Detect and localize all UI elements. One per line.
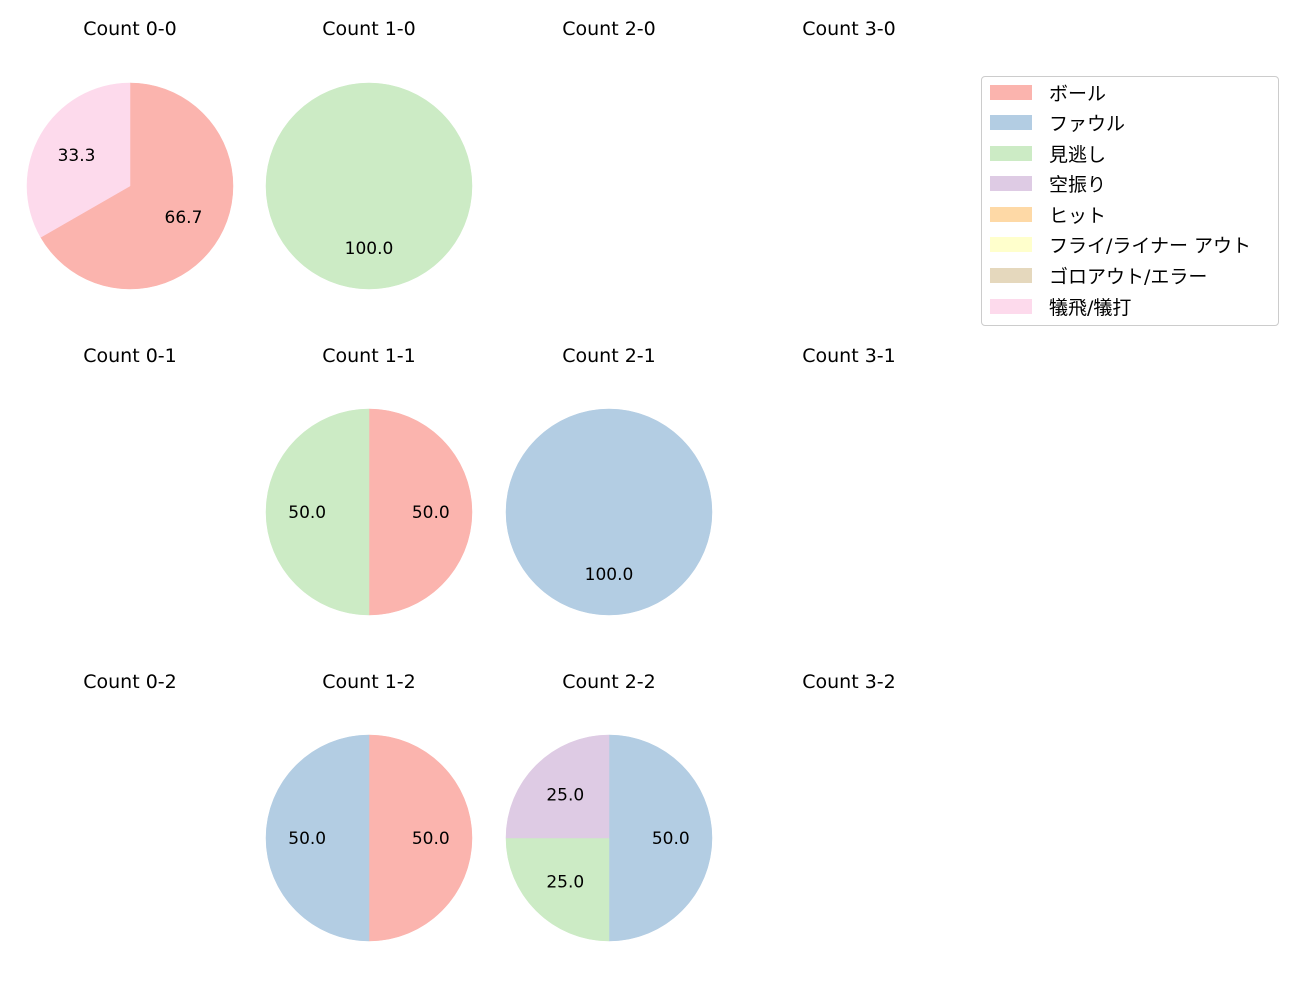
subplot-title: Count 1-0	[322, 18, 416, 40]
subplot-title: Count 2-1	[562, 345, 656, 367]
subplot-title: Count 1-2	[322, 671, 416, 693]
pie-subplot: Count 2-0	[562, 18, 656, 40]
pie-slice	[505, 408, 713, 616]
legend-swatch	[990, 114, 1032, 130]
pie-slice	[368, 734, 473, 942]
legend-swatch	[990, 298, 1032, 314]
legend-swatch	[990, 175, 1032, 191]
subplot-title: Count 3-2	[802, 671, 896, 693]
legend-label: ファウル	[1049, 112, 1126, 135]
pie-subplot: Count 1-0 100.0	[265, 18, 473, 290]
legend-swatch	[990, 145, 1032, 161]
pie-slice	[265, 734, 370, 942]
subplot-title: Count 0-1	[83, 345, 177, 367]
subplot-title: Count 3-1	[802, 345, 896, 367]
legend-swatch	[990, 236, 1032, 252]
pie-subplot: Count 2-2 50.0 25.0 25.0	[505, 671, 713, 942]
legend-label: ボール	[1049, 82, 1107, 105]
pie-subplot: Count 3-1	[802, 345, 896, 367]
legend-swatch	[990, 206, 1032, 222]
subplot-title: Count 1-1	[322, 345, 416, 367]
pie-slice	[265, 82, 473, 290]
legend: ボール ファウル 見逃し 空振り ヒット フライ/ライナー アウト ゴロアウト/…	[981, 76, 1279, 326]
slice-percent-label: 100.0	[345, 239, 394, 259]
pie-subplot: Count 0-2	[83, 671, 177, 693]
legend-swatch	[990, 267, 1032, 283]
legend-label: 犠飛/犠打	[1049, 296, 1132, 319]
pie-slice	[608, 734, 713, 942]
pie-slice	[368, 408, 473, 616]
pie-subplot: Count 3-2	[802, 671, 896, 693]
pie-slice	[40, 82, 234, 290]
pie-subplot: Count 2-1 100.0	[505, 345, 713, 616]
slice-percent-label: 25.0	[546, 785, 584, 805]
legend-item-hit: ヒット	[990, 203, 1107, 227]
legend-label: ヒット	[1049, 204, 1107, 227]
legend-label: ゴロアウト/エラー	[1049, 265, 1208, 288]
legend-label: 見逃し	[1049, 143, 1107, 166]
legend-label: フライ/ライナー アウト	[1049, 234, 1252, 257]
pie-slice	[265, 408, 370, 616]
legend-item-ball: ボール	[990, 81, 1107, 105]
pie-subplot: Count 0-1	[83, 345, 177, 367]
legend-item-foul: ファウル	[990, 111, 1126, 135]
slice-percent-label: 50.0	[412, 503, 450, 523]
subplot-title: Count 0-0	[83, 18, 177, 40]
pie-slice	[505, 734, 610, 839]
slice-percent-label: 50.0	[288, 829, 326, 849]
legend-label: 空振り	[1049, 173, 1107, 196]
legend-swatch	[990, 84, 1032, 100]
pie-subplot: Count 1-2 50.0 50.0	[265, 671, 473, 942]
pie-subplot: Count 1-1 50.0 50.0	[265, 345, 473, 616]
legend-item-fly-liner-out: フライ/ライナー アウト	[990, 233, 1252, 257]
slice-percent-label: 33.3	[58, 146, 96, 166]
slice-percent-label: 50.0	[652, 829, 690, 849]
slice-percent-label: 66.7	[165, 208, 203, 228]
pie-slice	[505, 837, 610, 942]
legend-item-sacrifice: 犠飛/犠打	[990, 295, 1132, 319]
subplot-title: Count 2-2	[562, 671, 656, 693]
subplot-title: Count 3-0	[802, 18, 896, 40]
subplot-title: Count 0-2	[83, 671, 177, 693]
slice-percent-label: 50.0	[412, 829, 450, 849]
slice-percent-label: 100.0	[585, 565, 634, 585]
pie-subplot: Count 0-0 66.7 33.3	[26, 18, 234, 290]
subplot-title: Count 2-0	[562, 18, 656, 40]
pie-slice	[26, 82, 131, 238]
slice-percent-label: 25.0	[546, 873, 584, 893]
slice-percent-label: 50.0	[288, 503, 326, 523]
pie-subplot: Count 3-0	[802, 18, 896, 40]
legend-item-called-strike: 見逃し	[990, 142, 1107, 166]
legend-item-ground-out-error: ゴロアウト/エラー	[990, 264, 1208, 288]
legend-item-swinging-strike: 空振り	[990, 172, 1107, 196]
